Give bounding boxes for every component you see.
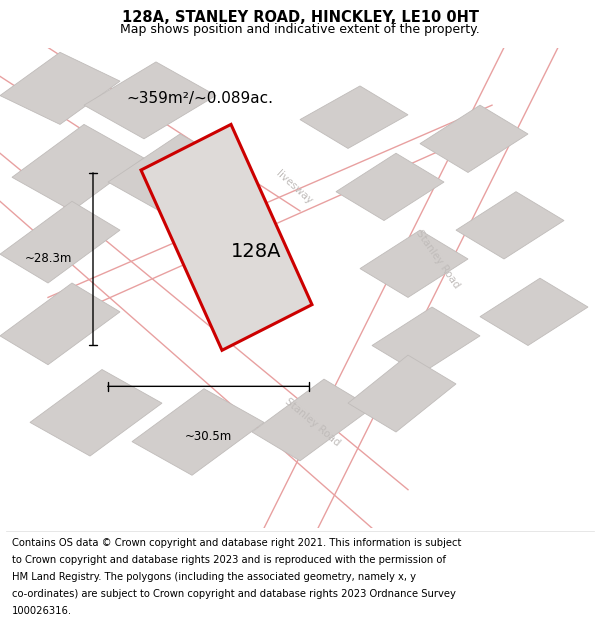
Text: 128A, STANLEY ROAD, HINCKLEY, LE10 0HT: 128A, STANLEY ROAD, HINCKLEY, LE10 0HT [121, 11, 479, 26]
Text: ~359m²/~0.089ac.: ~359m²/~0.089ac. [126, 91, 273, 106]
Text: ~28.3m: ~28.3m [25, 253, 72, 266]
Text: HM Land Registry. The polygons (including the associated geometry, namely x, y: HM Land Registry. The polygons (includin… [12, 572, 416, 582]
Polygon shape [108, 134, 240, 216]
Text: Stanley Road: Stanley Road [283, 396, 341, 448]
Polygon shape [420, 105, 528, 172]
Text: to Crown copyright and database rights 2023 and is reproduced with the permissio: to Crown copyright and database rights 2… [12, 555, 446, 565]
Polygon shape [0, 283, 120, 365]
Text: 128A: 128A [231, 242, 282, 261]
Polygon shape [480, 278, 588, 346]
Text: 100026316.: 100026316. [12, 606, 72, 616]
Polygon shape [348, 355, 456, 432]
Polygon shape [141, 124, 312, 350]
Polygon shape [30, 369, 162, 456]
Polygon shape [336, 153, 444, 221]
Polygon shape [252, 379, 372, 461]
Text: ~30.5m: ~30.5m [185, 429, 232, 442]
Text: Contains OS data © Crown copyright and database right 2021. This information is : Contains OS data © Crown copyright and d… [12, 538, 461, 548]
Text: Stanley Road: Stanley Road [414, 228, 462, 290]
Text: livesway: livesway [274, 168, 314, 206]
Polygon shape [12, 124, 144, 211]
Polygon shape [360, 230, 468, 298]
Text: co-ordinates) are subject to Crown copyright and database rights 2023 Ordnance S: co-ordinates) are subject to Crown copyr… [12, 589, 456, 599]
Polygon shape [300, 86, 408, 148]
Polygon shape [132, 389, 264, 475]
Polygon shape [84, 62, 216, 139]
Polygon shape [456, 192, 564, 259]
Text: Map shows position and indicative extent of the property.: Map shows position and indicative extent… [120, 22, 480, 36]
Polygon shape [0, 52, 120, 124]
Polygon shape [0, 201, 120, 283]
Polygon shape [372, 307, 480, 374]
